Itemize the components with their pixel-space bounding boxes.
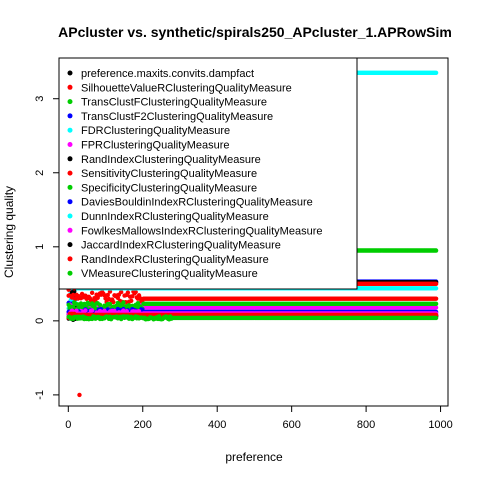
legend-box — [58, 57, 358, 290]
legend-marker — [67, 270, 73, 276]
legend-item: SpecificityClusteringQualityMeasure — [67, 182, 257, 194]
series-9-points — [66, 300, 439, 312]
series-2-points — [66, 289, 439, 398]
x-tick-label: 400 — [208, 419, 226, 431]
legend-item: FDRClusteringQualityMeasure — [67, 125, 230, 137]
x-tick-label: 200 — [134, 419, 152, 431]
legend-label: SpecificityClusteringQualityMeasure — [81, 182, 257, 194]
y-tick-label: 2 — [34, 170, 46, 176]
legend-marker — [67, 156, 73, 162]
legend-label: FPRClusteringQualityMeasure — [81, 140, 230, 152]
y-tick-label: 0 — [34, 318, 46, 324]
legend-marker — [67, 142, 73, 147]
series-6-points — [66, 302, 439, 316]
legend-marker — [67, 213, 73, 219]
legend-item: DunnIndexRClusteringQualityMeasure — [67, 211, 269, 223]
legend-label: RandIndexClusteringQualityMeasure — [81, 154, 261, 166]
outlier-point — [77, 392, 82, 398]
legend-item: VMeasureClusteringQualityMeasure — [67, 268, 258, 280]
y-axis-label: Clustering quality — [2, 186, 16, 278]
legend-label: SensitivityClusteringQualityMeasure — [81, 168, 257, 180]
legend-item: FPRClusteringQualityMeasure — [67, 140, 230, 152]
x-axis: 0 200 400 600 800 1000 — [65, 406, 453, 431]
legend-marker — [67, 70, 73, 76]
x-tick-label: 0 — [65, 419, 71, 431]
legend-item: preference.maxits.convits.dampfact — [67, 68, 254, 80]
chart-title: APcluster vs. synthetic/spirals250_APclu… — [58, 24, 452, 40]
legend-marker — [67, 227, 73, 233]
y-axis: -1 0 1 2 3 — [34, 96, 59, 400]
legend-label: DaviesBouldinIndexRClusteringQualityMeas… — [81, 197, 313, 209]
x-tick-label: 600 — [282, 419, 300, 431]
legend-marker — [67, 127, 73, 133]
legend-marker — [67, 184, 73, 190]
legend-item: DaviesBouldinIndexRClusteringQualityMeas… — [67, 197, 313, 209]
legend-label: preference.maxits.convits.dampfact — [81, 68, 254, 80]
legend: preference.maxits.convits.dampfact Silhou… — [58, 57, 358, 290]
legend-marker — [67, 199, 73, 205]
legend-label: DunnIndexRClusteringQualityMeasure — [81, 211, 269, 223]
legend-item: TransClustFClusteringQualityMeasure — [67, 97, 267, 109]
legend-marker — [67, 242, 73, 248]
x-tick-label: 1000 — [428, 419, 452, 431]
legend-item: RandIndexRClusteringQualityMeasure — [67, 254, 269, 266]
legend-item: SensitivityClusteringQualityMeasure — [67, 168, 257, 180]
legend-marker — [67, 113, 73, 119]
legend-item: JaccardIndexRClusteringQualityMeasure — [67, 240, 281, 252]
legend-label: VMeasureClusteringQualityMeasure — [81, 268, 258, 280]
legend-label: FDRClusteringQualityMeasure — [81, 125, 230, 137]
series-15-points — [66, 314, 439, 322]
legend-label: TransClustF2ClusteringQualityMeasure — [81, 111, 273, 123]
legend-label: FowlkesMallowsIndexRClusteringQualityMea… — [81, 225, 322, 237]
legend-marker — [67, 99, 73, 105]
y-tick-label: 3 — [34, 96, 46, 102]
x-tick-label: 800 — [357, 419, 375, 431]
legend-item: FowlkesMallowsIndexRClusteringQualityMea… — [67, 225, 322, 237]
legend-item: RandIndexClusteringQualityMeasure — [67, 154, 261, 166]
legend-marker — [67, 84, 73, 90]
legend-item: TransClustF2ClusteringQualityMeasure — [67, 111, 273, 123]
y-tick-label: -1 — [34, 390, 46, 400]
x-axis-label: preference — [225, 450, 283, 464]
legend-label: TransClustFClusteringQualityMeasure — [81, 97, 267, 109]
y-tick-label: 1 — [34, 244, 46, 250]
legend-item: SilhouetteValueRClusteringQualityMeasure — [67, 82, 292, 94]
legend-marker — [67, 256, 73, 262]
legend-label: SilhouetteValueRClusteringQualityMeasure — [81, 82, 292, 94]
legend-marker — [67, 170, 73, 176]
legend-label: JaccardIndexRClusteringQualityMeasure — [81, 240, 281, 252]
legend-label: RandIndexRClusteringQualityMeasure — [81, 254, 269, 266]
